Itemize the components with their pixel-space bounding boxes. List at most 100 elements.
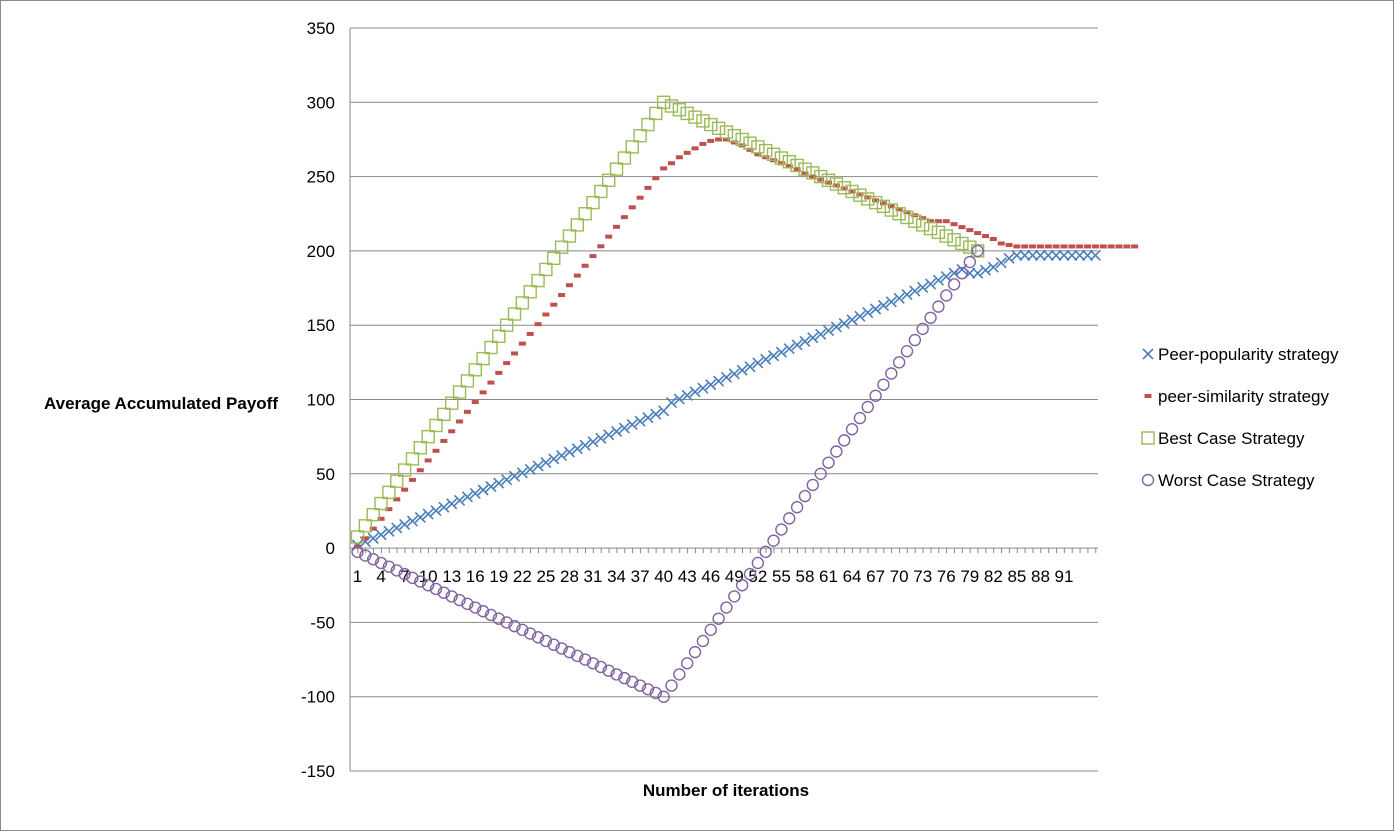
data-point [594, 184, 608, 199]
data-point [683, 150, 691, 155]
data-point [375, 529, 387, 541]
data-point [633, 679, 647, 692]
marker-stroke [909, 285, 921, 297]
data-point [1029, 244, 1037, 249]
data-point [1089, 249, 1101, 261]
marker-stroke [917, 281, 929, 294]
y-tick-label: 100 [307, 391, 335, 410]
data-point [900, 345, 914, 358]
marker-stroke [595, 432, 607, 444]
data-point [989, 237, 997, 242]
data-point [790, 501, 804, 514]
x-tick-label: 70 [890, 567, 909, 586]
data-point [610, 668, 623, 681]
data-point [445, 396, 459, 410]
x-tick-label: 34 [607, 567, 626, 586]
data-point [665, 397, 678, 409]
data-point [531, 273, 545, 288]
data-point [416, 468, 424, 473]
marker-stroke [979, 264, 992, 276]
data-point [892, 207, 906, 221]
data-point [722, 137, 730, 142]
marker-stroke [822, 324, 835, 337]
data-point [605, 234, 613, 239]
data-point [947, 233, 961, 247]
data-point [924, 278, 937, 290]
data-point [672, 103, 687, 117]
data-point [735, 132, 749, 147]
data-point [791, 339, 803, 351]
legend-marker [1141, 431, 1155, 445]
data-point [453, 593, 466, 607]
data-point [399, 518, 411, 531]
data-point [950, 222, 958, 227]
marker-stroke [1142, 348, 1154, 360]
data-point [1058, 249, 1070, 261]
data-point [438, 501, 450, 513]
data-point [861, 192, 875, 206]
data-point [382, 485, 396, 500]
data-point [437, 586, 451, 599]
data-point [689, 386, 701, 398]
marker-stroke [430, 505, 442, 517]
data-point [806, 166, 820, 180]
data-point [942, 219, 950, 224]
marker-stroke [713, 375, 725, 387]
marker-stroke [618, 422, 630, 434]
data-point [752, 357, 764, 369]
marker-stroke [634, 415, 646, 427]
data-point [743, 567, 757, 581]
data-point [711, 121, 726, 136]
x-tick-label: 22 [513, 567, 532, 586]
marker-stroke [548, 453, 560, 465]
data-point [1131, 244, 1139, 249]
marker-stroke [830, 321, 842, 333]
data-point [565, 283, 573, 288]
data-point [515, 296, 530, 310]
marker-stroke [736, 364, 748, 376]
marker-stroke [665, 397, 678, 409]
x-axis-title: Number of iterations [643, 781, 809, 800]
data-point [508, 619, 521, 633]
data-point [503, 361, 511, 366]
marker-stroke [501, 474, 513, 486]
data-point [736, 364, 748, 376]
marker-stroke [728, 368, 740, 380]
y-tick-label: 150 [307, 316, 335, 335]
marker-stroke [767, 350, 780, 362]
data-point [681, 657, 694, 670]
data-point [523, 285, 537, 299]
data-point [735, 579, 749, 592]
series-layer [350, 95, 1139, 703]
data-point [476, 605, 490, 618]
data-point [429, 418, 443, 433]
data-point [853, 411, 867, 425]
marker-stroke [414, 511, 426, 524]
data-point [751, 140, 765, 154]
data-point [1027, 249, 1039, 261]
data-point [445, 590, 458, 603]
data-point [743, 136, 757, 150]
data-point [626, 675, 639, 689]
data-point [493, 477, 505, 489]
data-point [1044, 244, 1052, 249]
data-point [414, 511, 426, 524]
data-point [673, 668, 686, 681]
data-point [815, 328, 827, 340]
data-point [432, 448, 440, 453]
data-point [440, 438, 448, 443]
x-tick-label: 37 [631, 567, 650, 586]
data-point [783, 512, 796, 525]
y-tick-label: 250 [307, 168, 335, 187]
data-point [892, 356, 906, 369]
marker-stroke [893, 292, 905, 304]
data-point [469, 487, 481, 499]
marker-stroke [1019, 249, 1031, 261]
data-point [446, 498, 458, 510]
data-point [1005, 242, 1013, 247]
marker-stroke [791, 339, 803, 351]
x-tick-label: 16 [466, 567, 485, 586]
data-point [759, 545, 772, 559]
marker-stroke [815, 328, 827, 340]
data-point [813, 169, 828, 184]
